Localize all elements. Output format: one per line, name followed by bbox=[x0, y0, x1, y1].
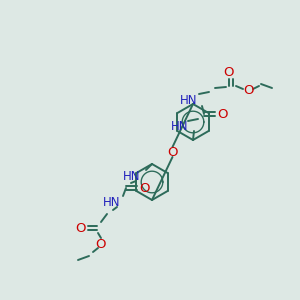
Text: HN: HN bbox=[170, 119, 188, 133]
Text: O: O bbox=[244, 83, 254, 97]
Text: O: O bbox=[140, 182, 150, 194]
Text: O: O bbox=[96, 238, 106, 250]
Text: HN: HN bbox=[103, 196, 120, 208]
Text: O: O bbox=[217, 107, 227, 121]
Text: HN: HN bbox=[179, 94, 197, 106]
Text: HN: HN bbox=[122, 169, 140, 182]
Text: O: O bbox=[167, 146, 178, 158]
Text: O: O bbox=[223, 67, 233, 80]
Text: O: O bbox=[75, 221, 85, 235]
